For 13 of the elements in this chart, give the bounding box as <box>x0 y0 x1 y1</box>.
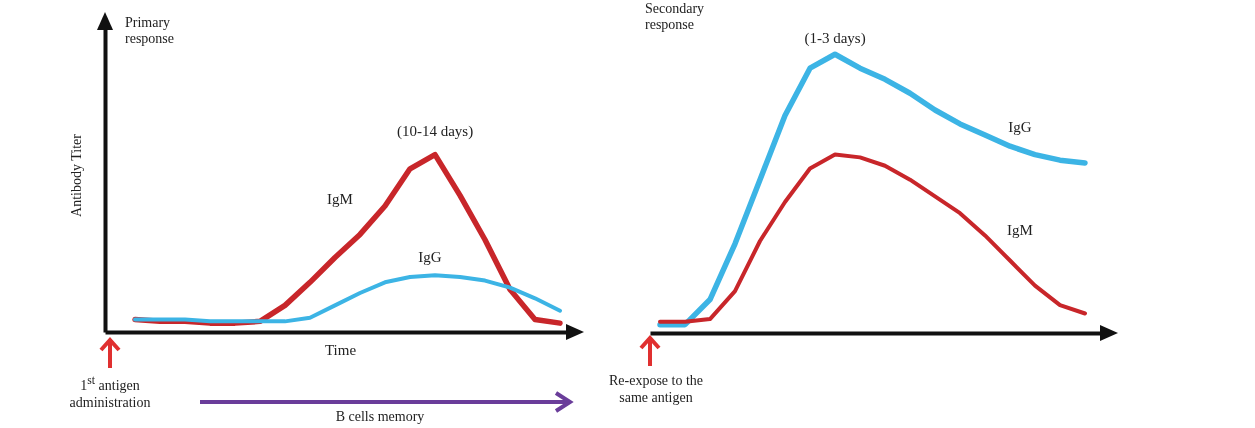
series-label: IgG <box>418 249 442 266</box>
series-label: IgM <box>327 190 353 207</box>
series-label: IgG <box>1008 118 1032 135</box>
text: 1$^{st}$ antigen administration <box>68 373 152 411</box>
text: B cells memory <box>334 408 426 425</box>
text: (10-14 days) <box>396 122 474 140</box>
series-label: IgM <box>1007 221 1033 238</box>
text: (1-3 days) <box>804 30 866 48</box>
x-axis-title: Time <box>324 341 357 358</box>
y-axis-title: Antibody Titer <box>68 133 84 217</box>
text: Re-expose to the same antigen <box>607 372 705 406</box>
chart-title: Secondary response <box>645 1 705 32</box>
chart-title: Primary response <box>125 15 174 46</box>
